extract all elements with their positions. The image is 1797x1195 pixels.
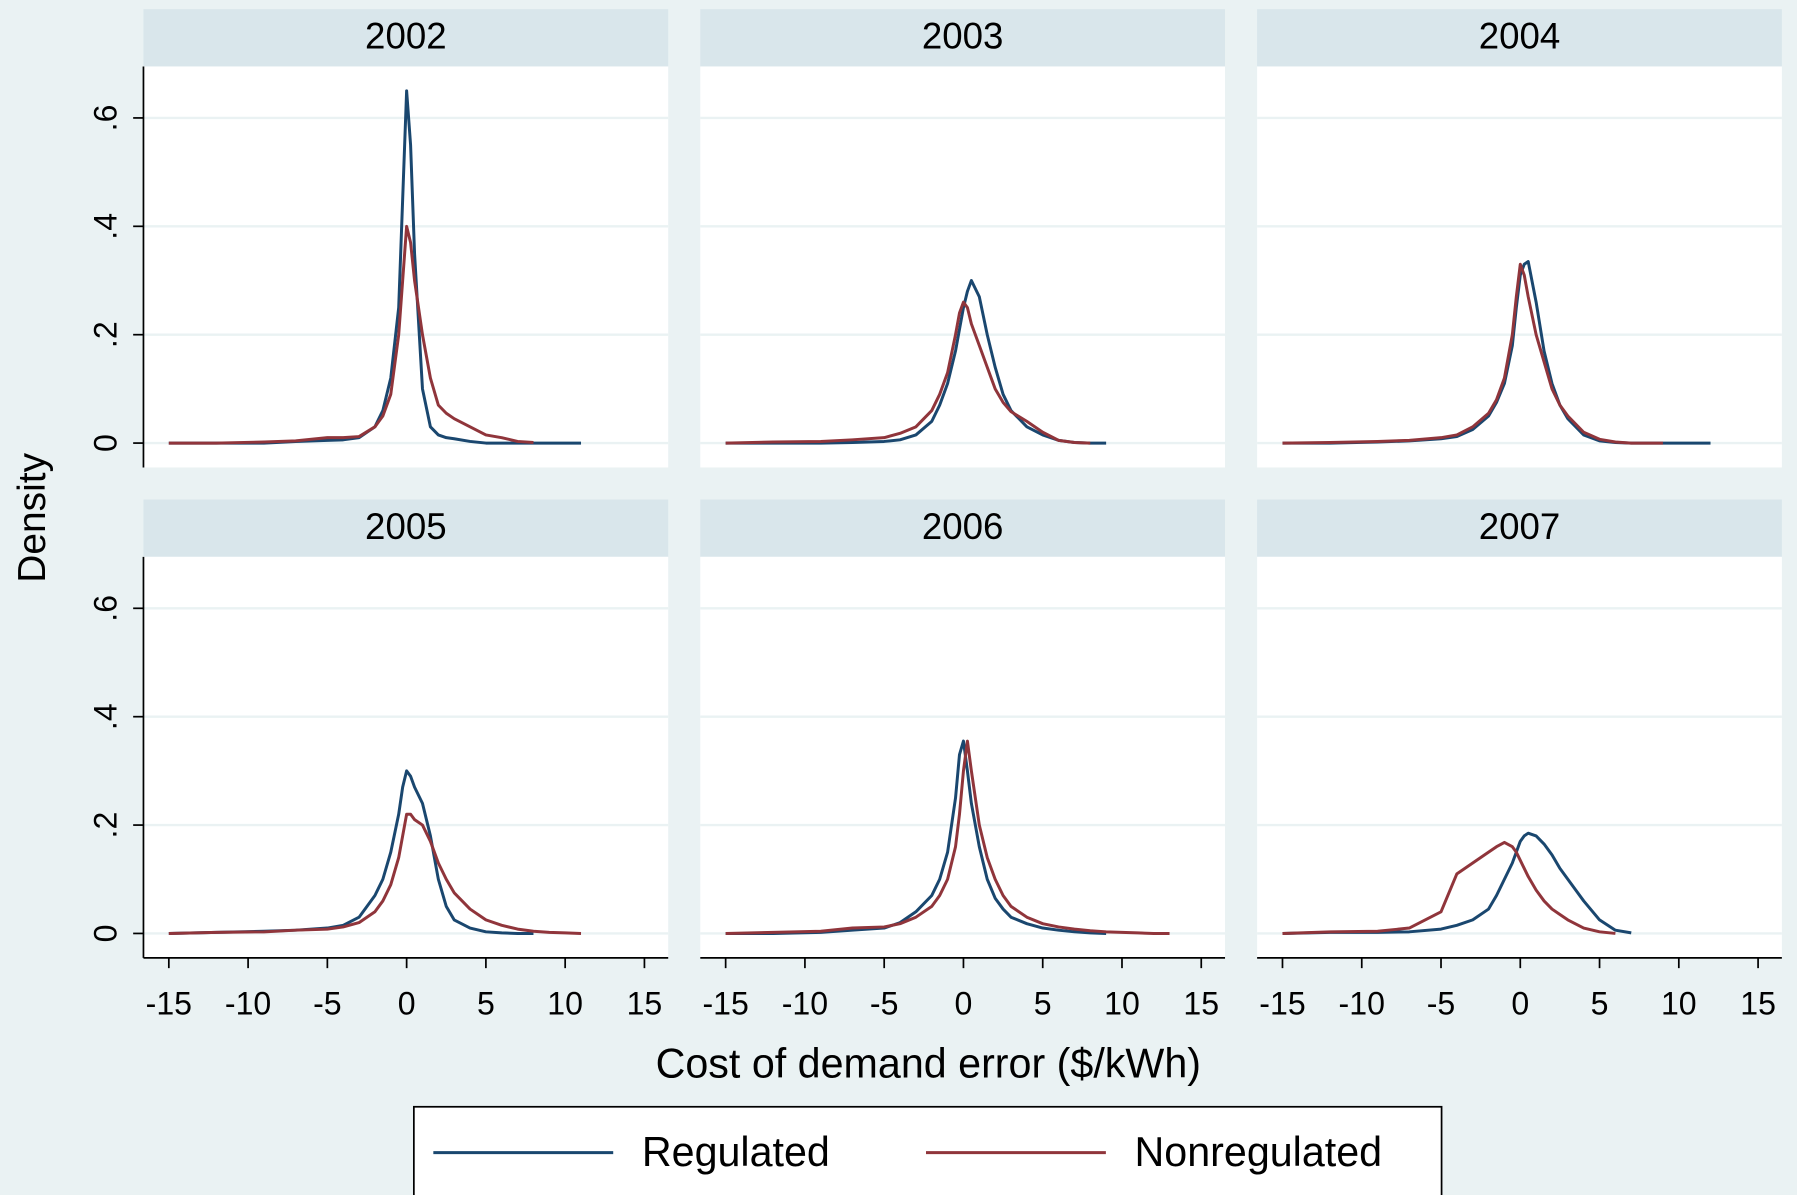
x-tick-label: 10 — [547, 985, 583, 1021]
x-tick-label: 5 — [1591, 985, 1609, 1021]
x-tick-label: 15 — [1740, 985, 1776, 1021]
panel-title: 2003 — [922, 16, 1004, 57]
y-tick-label: .4 — [87, 213, 123, 240]
legend-label: Nonregulated — [1135, 1129, 1383, 1175]
legend-label: Regulated — [642, 1129, 830, 1175]
x-tick-label: 10 — [1104, 985, 1140, 1021]
x-tick-label: 0 — [955, 985, 973, 1021]
x-tick-label: -5 — [1427, 985, 1456, 1021]
panel-title: 2006 — [922, 506, 1004, 547]
density-line — [1282, 262, 1663, 445]
x-tick-label: -15 — [702, 985, 748, 1021]
density-line — [1282, 831, 1632, 935]
panel-strip — [143, 499, 669, 557]
plot-area — [1257, 556, 1782, 958]
plot-area — [700, 556, 1226, 958]
legend-box — [412, 1105, 1443, 1195]
x-tick-label: -15 — [146, 985, 192, 1021]
y-tick-label: .6 — [87, 105, 123, 132]
panel-strip — [1257, 9, 1782, 67]
panel-strip — [700, 499, 1226, 557]
density-line — [1282, 840, 1616, 935]
y-tick-label: .4 — [87, 703, 123, 730]
x-tick-label: -10 — [225, 985, 271, 1021]
panel-title: 2007 — [1479, 506, 1561, 547]
x-tick-label: 0 — [398, 985, 416, 1021]
y-tick-label: .2 — [87, 321, 123, 348]
density-line — [168, 224, 534, 445]
x-tick-label: -15 — [1259, 985, 1305, 1021]
x-tick-label: -5 — [870, 985, 899, 1021]
plot-area — [700, 66, 1226, 468]
x-tick-label: -10 — [782, 985, 828, 1021]
panel-title: 2005 — [365, 506, 447, 547]
x-tick-label: 0 — [1511, 985, 1529, 1021]
density-line — [725, 300, 1091, 445]
x-tick-label: 5 — [477, 985, 495, 1021]
y-tick-label: .6 — [87, 595, 123, 622]
density-line — [168, 89, 582, 445]
x-tick-label: 10 — [1661, 985, 1697, 1021]
density-line — [168, 812, 582, 935]
x-tick-label: -10 — [1339, 985, 1385, 1021]
y-tick-label: .2 — [87, 812, 123, 839]
x-tick-label: 15 — [627, 985, 663, 1021]
density-line — [725, 279, 1107, 445]
x-tick-label: -5 — [313, 985, 342, 1021]
x-tick-label: 15 — [1183, 985, 1219, 1021]
panel-title: 2004 — [1479, 16, 1561, 57]
x-axis-title: Cost of demand error ($/kWh) — [656, 1041, 1201, 1087]
x-tick-label: 5 — [1034, 985, 1052, 1021]
y-tick-label: 0 — [87, 434, 123, 452]
y-tick-label: 0 — [87, 925, 123, 943]
plot-area — [143, 556, 669, 958]
y-axis-title: Density — [11, 452, 54, 582]
panel-strip — [700, 9, 1226, 67]
panel-strip — [143, 9, 669, 67]
panel-title: 2002 — [365, 16, 447, 57]
density-line — [725, 739, 1170, 935]
panel-strip — [1257, 499, 1782, 557]
